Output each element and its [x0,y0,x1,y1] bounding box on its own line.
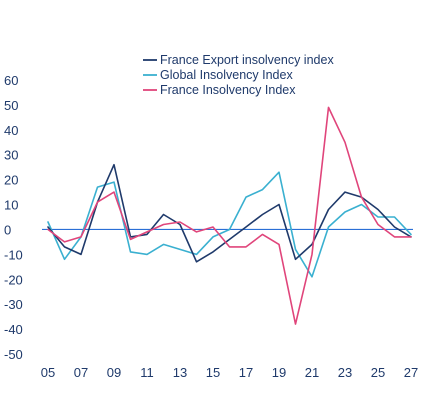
y-tick-label: -50 [4,347,23,362]
axis-labels: 60 50 40 30 20 10 0 -10 -20 -30 -40 -50 05 07 09 11 13 15… [4,73,418,380]
x-tick-label: 09 [107,365,121,380]
legend-label: Global Insolvency Index [160,68,293,82]
x-tick-label: 15 [206,365,220,380]
y-tick-label: -20 [4,272,23,287]
y-tick-label: 50 [4,98,18,113]
x-tick-label: 17 [239,365,253,380]
series-lines [47,106,412,325]
series-line-2 [47,171,412,278]
y-tick-label: 30 [4,148,18,163]
y-tick-label: -30 [4,297,23,312]
x-tick-label: 07 [74,365,88,380]
x-tick-label: 19 [272,365,286,380]
series-line-1 [47,163,412,263]
x-tick-label: 27 [404,365,418,380]
y-tick-label: 10 [4,198,18,213]
legend-label: France Insolvency Index [160,83,296,97]
legend-label: France Export insolvency index [160,53,334,67]
x-tick-label: 11 [140,365,154,380]
x-tick-label: 13 [173,365,187,380]
y-tick-label: 20 [4,173,18,188]
x-tick-label: 25 [371,365,385,380]
y-tick-label: 60 [4,73,18,88]
x-tick-label: 05 [41,365,55,380]
series-line-3 [47,106,412,325]
y-tick-label: 40 [4,123,18,138]
y-tick-label: -40 [4,322,23,337]
y-tick-label: -10 [4,247,23,262]
y-tick-label: 0 [4,222,11,237]
x-tick-label: 23 [338,365,352,380]
x-tick-label: 21 [305,365,319,380]
